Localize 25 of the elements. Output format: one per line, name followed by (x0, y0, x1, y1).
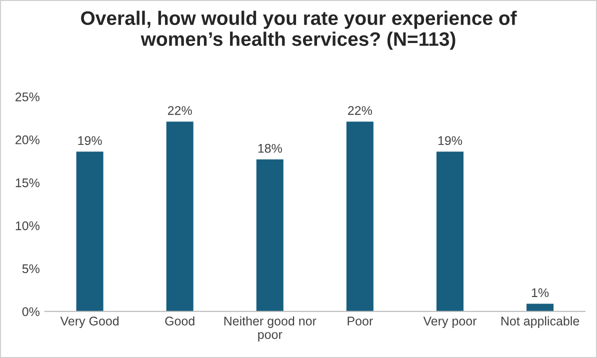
chart-title: Overall, how would you rate your experience of women’s health services? (N=113) (81, 10, 517, 50)
y-tick-label: 15% (16, 178, 40, 188)
x-tick-label: Very poor (423, 316, 477, 328)
data-label: 1% (532, 288, 549, 298)
x-tick-label: Very Good (60, 316, 119, 328)
x-tick-label: Neither good nor poor (224, 316, 316, 342)
bar (76, 152, 104, 312)
data-label: 19% (78, 136, 102, 146)
bar (436, 152, 464, 312)
data-label: 22% (348, 106, 372, 115)
y-tick-label: 0% (22, 307, 40, 316)
bar (256, 159, 284, 312)
x-tick-label: Not applicable (501, 316, 580, 328)
y-tick-label: 25% (16, 92, 40, 102)
bar (346, 122, 374, 312)
x-tick-label: Good (165, 316, 194, 326)
data-label: 18% (258, 144, 282, 153)
y-tick-label: 20% (16, 135, 40, 144)
y-tick-label: 10% (16, 221, 40, 230)
data-label: 19% (438, 136, 462, 146)
x-tick-label: Poor (348, 316, 373, 326)
data-label: 22% (168, 106, 192, 115)
bar (166, 122, 194, 312)
y-tick-label: 5% (22, 264, 40, 274)
bar (526, 304, 554, 312)
